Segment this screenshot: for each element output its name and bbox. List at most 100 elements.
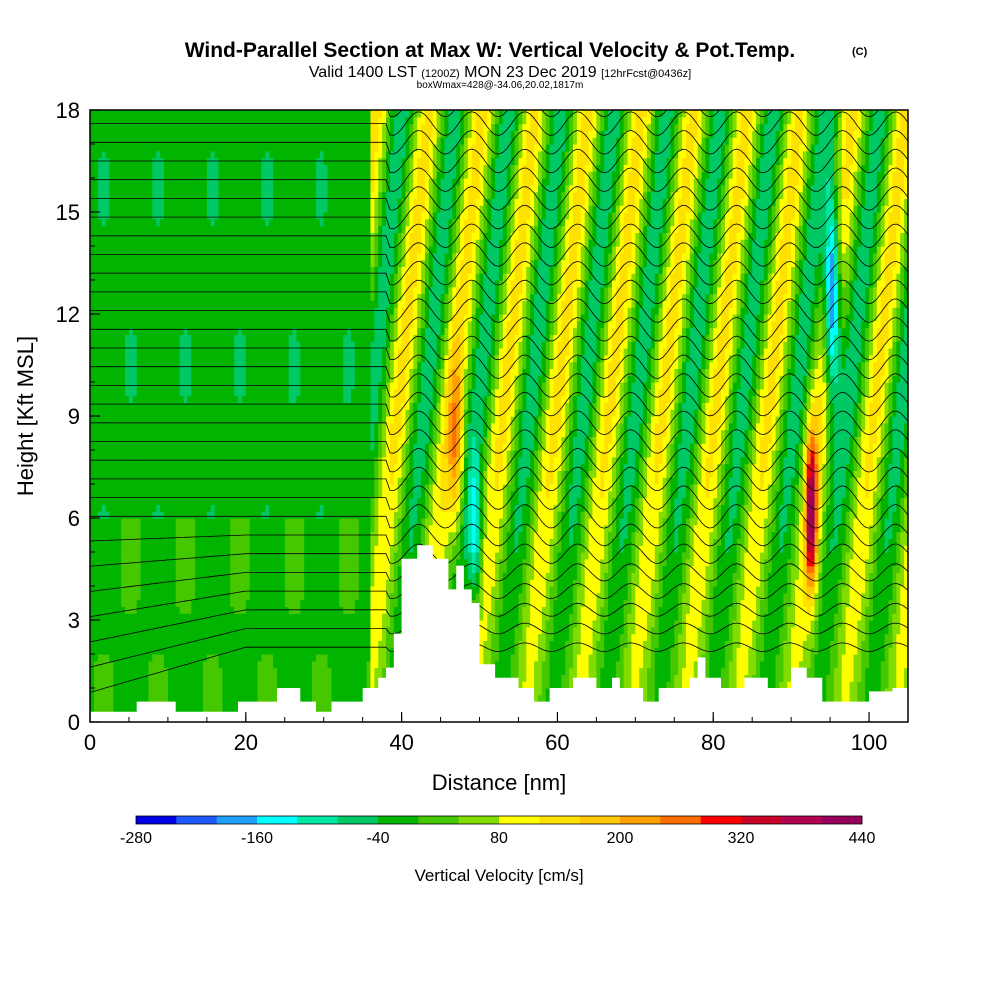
velocity-cell — [128, 613, 134, 621]
velocity-cell — [222, 470, 227, 478]
velocity-cell — [140, 239, 146, 247]
velocity-cell — [226, 681, 231, 689]
velocity-cell — [222, 171, 227, 179]
velocity-cell — [226, 606, 231, 614]
velocity-cell — [167, 130, 173, 138]
velocity-cell — [253, 191, 259, 199]
velocity-cell — [160, 640, 165, 648]
velocity-cell — [300, 409, 305, 417]
velocity-cell — [191, 239, 196, 247]
velocity-cell — [125, 490, 130, 499]
velocity-cell — [238, 341, 243, 349]
velocity-cell — [90, 334, 95, 342]
velocity-cell — [214, 484, 220, 492]
velocity-cell — [175, 565, 181, 573]
velocity-cell — [296, 599, 301, 607]
velocity-cell — [90, 599, 95, 607]
velocity-cell — [238, 497, 243, 505]
velocity-cell — [90, 252, 95, 261]
velocity-cell — [105, 633, 111, 641]
velocity-cell — [202, 592, 208, 601]
velocity-cell — [140, 511, 146, 519]
velocity-cell — [199, 436, 204, 444]
velocity-cell — [214, 654, 220, 662]
velocity-cell — [101, 538, 107, 546]
velocity-cell — [179, 368, 185, 376]
velocity-cell — [152, 239, 157, 247]
velocity-cell — [179, 422, 185, 431]
velocity-cell — [97, 286, 103, 295]
velocity-cell — [269, 416, 274, 424]
velocity-cell — [97, 348, 103, 356]
velocity-cell — [90, 674, 95, 682]
velocity-cell — [280, 280, 286, 288]
velocity-cell — [222, 409, 227, 417]
velocity-cell — [113, 620, 118, 628]
velocity-cell — [253, 688, 259, 696]
velocity-cell — [245, 558, 251, 567]
velocity-cell — [241, 327, 247, 335]
velocity-cell — [183, 375, 188, 383]
velocity-cell — [171, 171, 177, 179]
velocity-cell — [160, 191, 165, 199]
velocity-cell — [230, 184, 235, 193]
velocity-cell — [171, 375, 177, 383]
velocity-cell — [105, 293, 111, 301]
velocity-cell — [125, 334, 130, 342]
velocity-cell — [156, 640, 161, 648]
velocity-cell — [276, 293, 282, 301]
velocity-cell — [199, 490, 204, 499]
velocity-cell — [245, 354, 251, 363]
velocity-cell — [261, 388, 266, 397]
velocity-cell — [160, 484, 165, 492]
velocity-cell — [167, 518, 173, 526]
velocity-cell — [296, 266, 301, 274]
velocity-cell — [164, 293, 169, 301]
velocity-cell — [210, 606, 216, 614]
velocity-cell — [214, 422, 220, 431]
velocity-cell — [261, 633, 266, 641]
velocity-cell — [202, 314, 208, 322]
velocity-cell — [288, 463, 294, 471]
velocity-cell — [140, 599, 146, 607]
velocity-cell — [148, 654, 153, 662]
velocity-cell — [152, 599, 157, 607]
velocity-cell — [202, 626, 208, 635]
velocity-cell — [253, 626, 259, 635]
velocity-cell — [144, 348, 150, 356]
velocity-cell — [206, 266, 212, 274]
velocity-cell — [261, 572, 266, 580]
velocity-cell — [245, 368, 251, 376]
velocity-cell — [164, 225, 169, 233]
velocity-cell — [97, 674, 103, 682]
velocity-cell — [113, 626, 118, 635]
velocity-cell — [183, 701, 188, 709]
velocity-cell — [206, 130, 212, 138]
velocity-cell — [152, 178, 157, 186]
velocity-cell — [105, 286, 111, 295]
velocity-cell — [152, 552, 157, 560]
velocity-cell — [273, 592, 278, 601]
velocity-cell — [160, 388, 165, 397]
velocity-cell — [292, 681, 298, 689]
velocity-cell — [179, 184, 185, 193]
velocity-cell — [253, 280, 259, 288]
velocity-cell — [195, 647, 200, 655]
velocity-cell — [156, 375, 161, 383]
velocity-cell — [226, 524, 231, 533]
velocity-cell — [292, 395, 298, 403]
velocity-cell — [136, 246, 142, 254]
velocity-cell — [152, 565, 157, 573]
velocity-cell — [195, 497, 200, 505]
velocity-cell — [90, 463, 95, 471]
velocity-cell — [187, 252, 192, 261]
velocity-cell — [261, 599, 266, 607]
velocity-cell — [187, 273, 192, 281]
velocity-cell — [245, 348, 251, 356]
velocity-cell — [218, 116, 224, 125]
velocity-cell — [206, 552, 212, 560]
velocity-cell — [288, 592, 294, 601]
velocity-cell — [152, 130, 157, 138]
velocity-cell — [148, 198, 153, 206]
velocity-cell — [148, 511, 153, 519]
